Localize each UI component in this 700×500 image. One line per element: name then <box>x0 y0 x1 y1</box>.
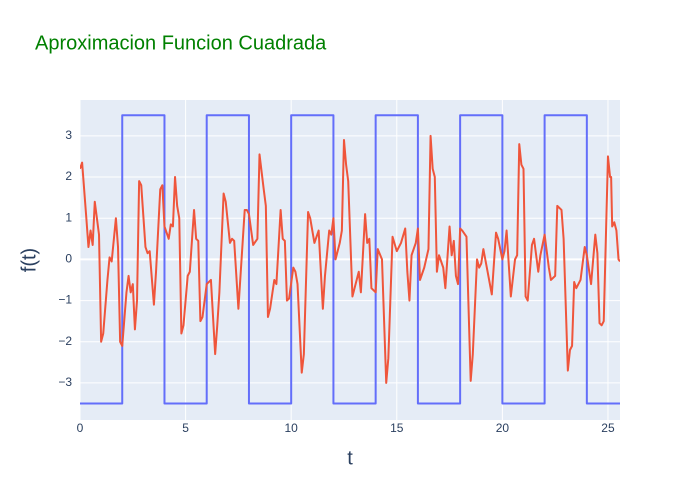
y-axis-title: f(t) <box>18 248 40 272</box>
x-axis-title: t <box>347 447 353 469</box>
lines <box>80 114 620 405</box>
x-tick-label: 25 <box>601 421 615 435</box>
y-tick-label: −3 <box>58 375 72 389</box>
y-tick-label: −2 <box>58 334 72 348</box>
x-tick-label: 15 <box>390 421 404 435</box>
y-tick-label: 0 <box>65 252 72 266</box>
x-tick-label: 10 <box>285 421 299 435</box>
y-tick-label: −1 <box>58 293 72 307</box>
series-line <box>80 114 620 405</box>
series-line <box>80 134 620 384</box>
y-tick-label: 1 <box>65 210 72 224</box>
y-tick-label: 3 <box>65 128 72 142</box>
chart-title: Aproximacion Funcion Cuadrada <box>35 32 327 54</box>
x-tick-label: 20 <box>496 421 510 435</box>
y-tick-label: 2 <box>65 169 72 183</box>
x-tick-label: 0 <box>77 421 84 435</box>
x-tick-label: 5 <box>182 421 189 435</box>
